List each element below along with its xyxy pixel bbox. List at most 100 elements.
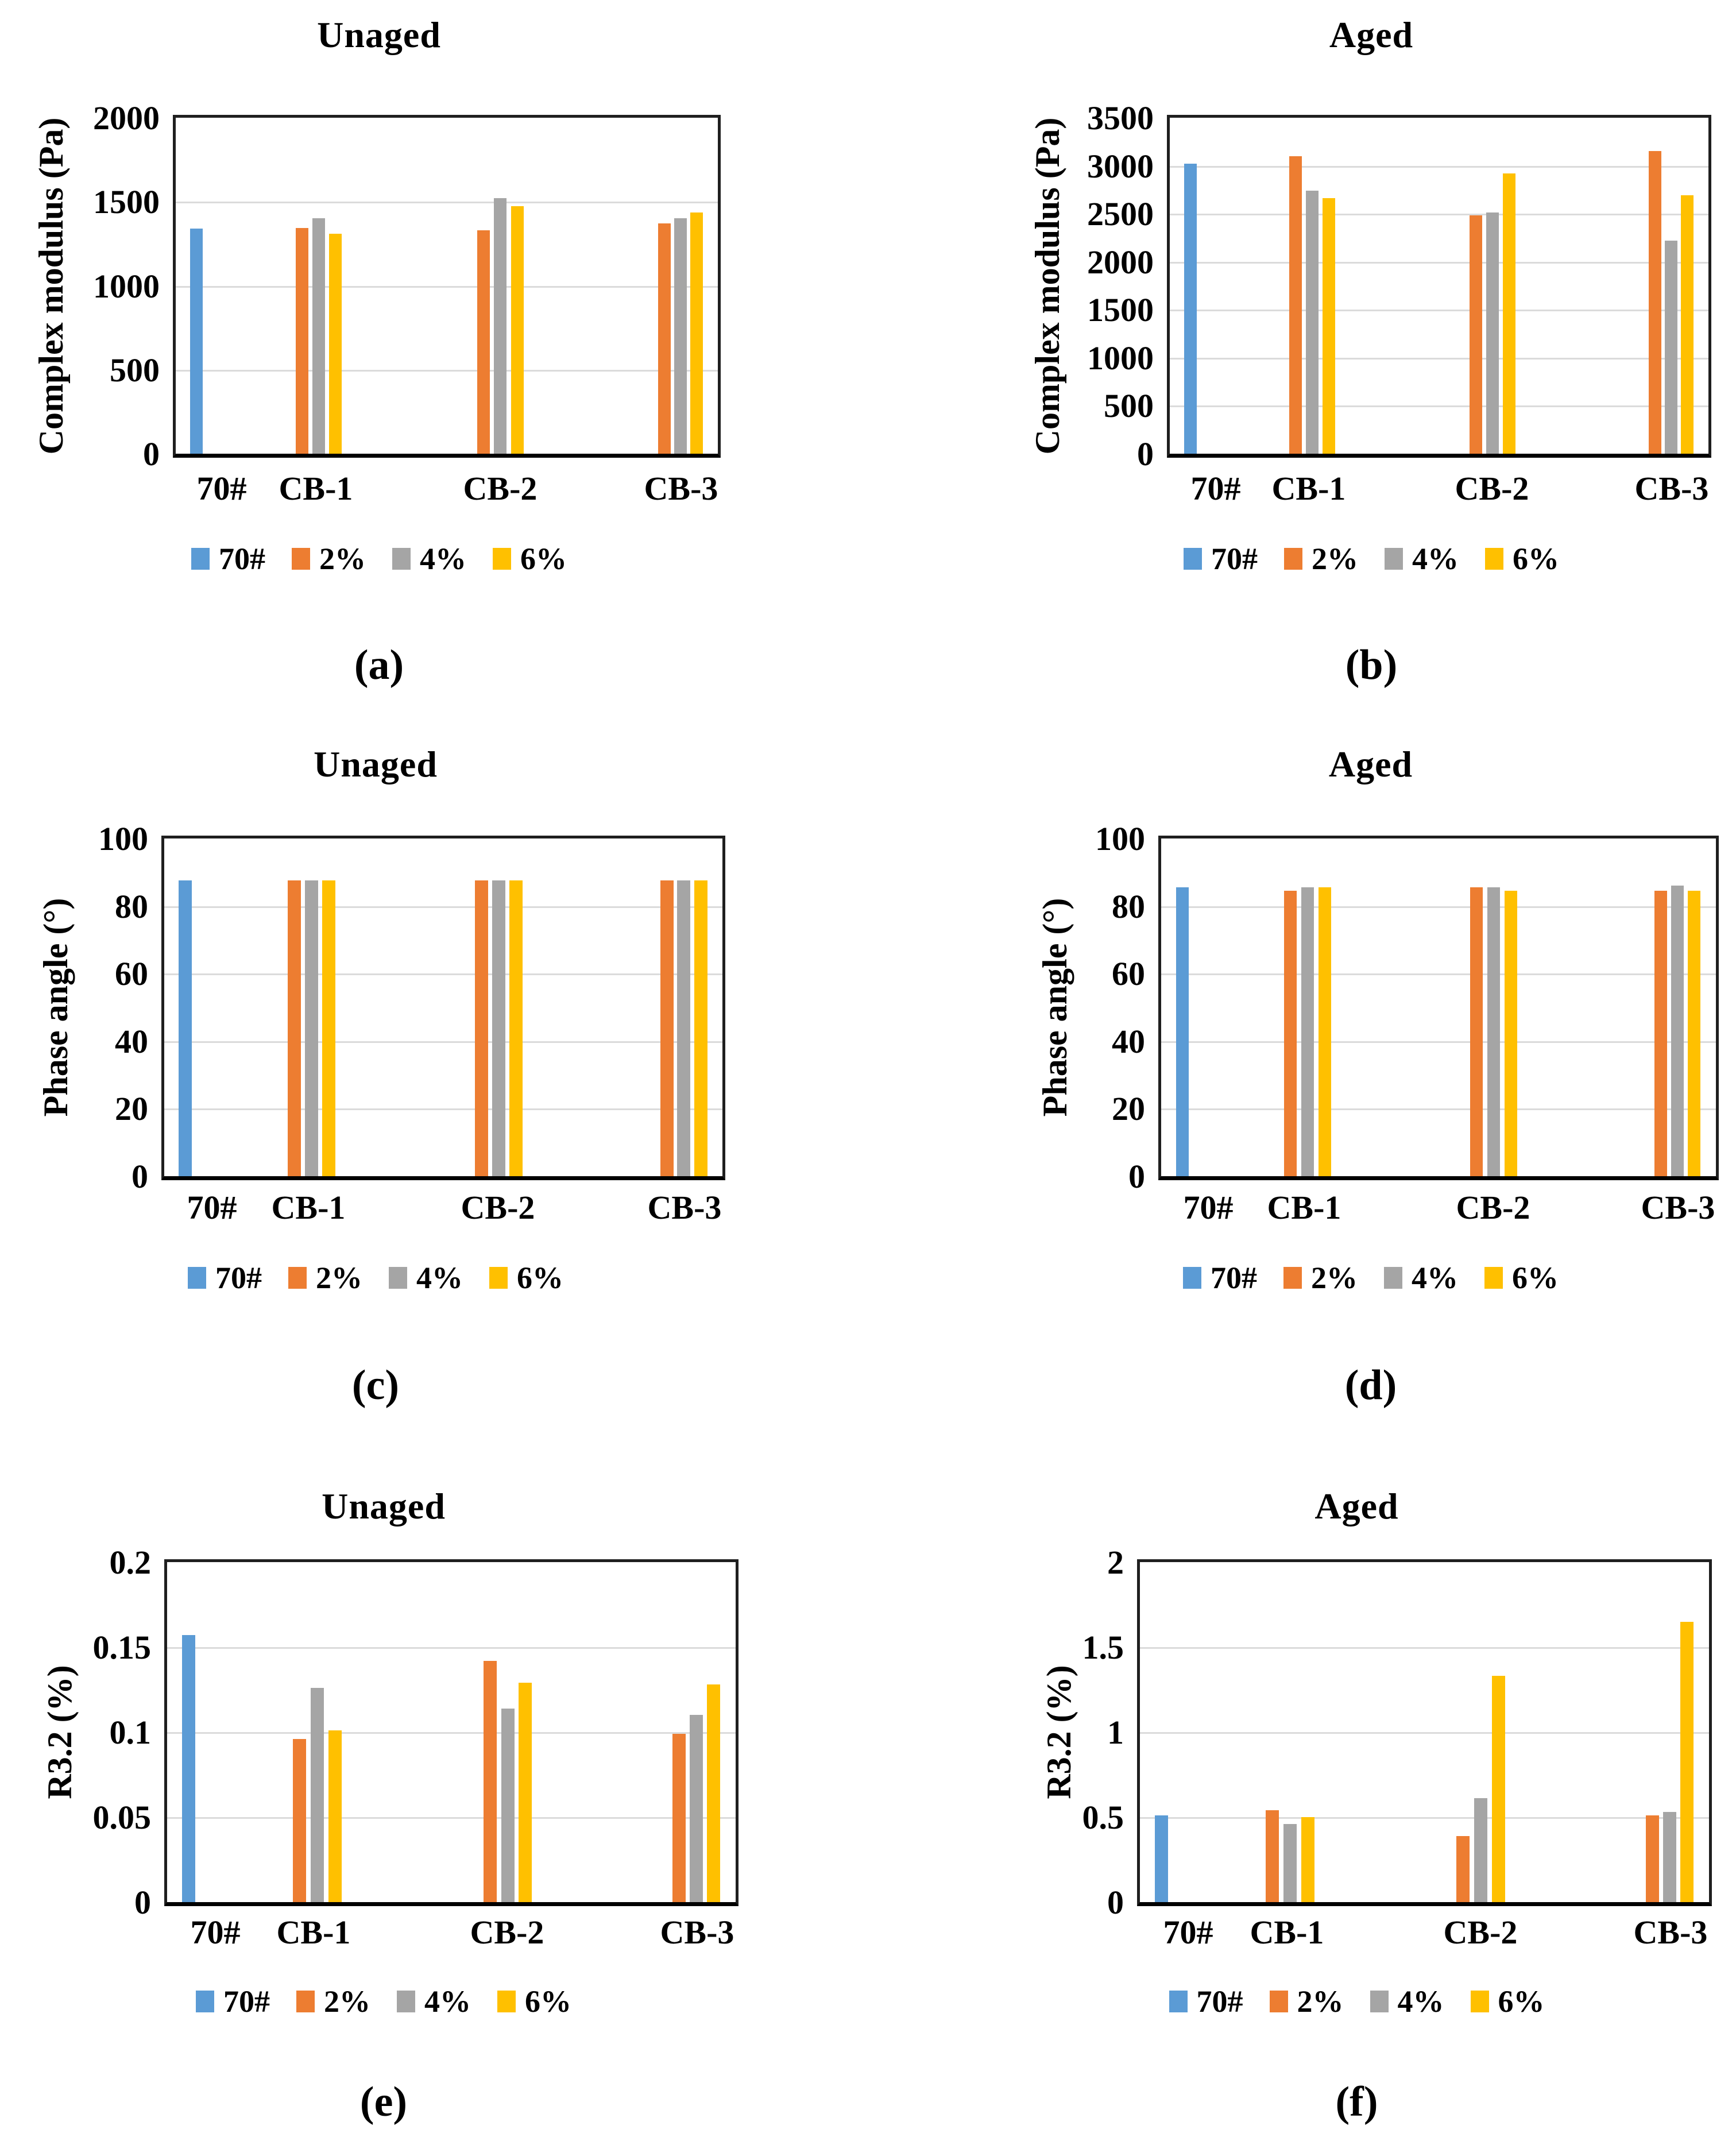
legend-label: 6% — [525, 1984, 571, 2019]
legend-swatch-70# — [1169, 1991, 1188, 2012]
bar-4%-CB-3 — [674, 218, 687, 454]
legend-swatch-2% — [1284, 548, 1302, 570]
gridline — [164, 906, 722, 908]
bar-4%-CB-2 — [1474, 1798, 1487, 1902]
legend-swatch-4% — [389, 1267, 407, 1289]
bar-2%-CB-3 — [658, 223, 671, 454]
legend-item: 4% — [397, 1986, 471, 2017]
gridline — [1170, 214, 1708, 215]
chart-legend: 70# 2% 4% 6% — [1093, 1986, 1621, 2017]
legend-item: 2% — [1284, 543, 1358, 574]
gridline — [167, 1732, 736, 1734]
legend-item: 6% — [489, 1262, 563, 1293]
legend-swatch-70# — [191, 548, 210, 570]
gridline — [1161, 1108, 1716, 1110]
gridline — [164, 973, 722, 975]
bar-4%-CB-3 — [1663, 1812, 1676, 1902]
bar-2%-CB-1 — [1284, 891, 1297, 1176]
legend-item: 6% — [493, 543, 567, 574]
y-tick-label: 3000 — [1087, 148, 1154, 185]
legend-swatch-4% — [1370, 1991, 1389, 2012]
legend-item: 70# — [188, 1262, 262, 1293]
x-axis-category-label: CB-2 — [1455, 470, 1529, 507]
bar-2%-CB-1 — [296, 228, 308, 454]
y-tick-label: 0 — [132, 1158, 148, 1195]
bar-6%-CB-3 — [1680, 1622, 1694, 1902]
legend-label: 6% — [517, 1261, 563, 1295]
bar-2%-CB-3 — [1649, 151, 1661, 454]
bar-4%-CB-3 — [677, 880, 690, 1176]
bar-2%-CB-3 — [1646, 1815, 1659, 1902]
bar-4%-CB-3 — [1665, 241, 1677, 454]
legend-swatch-70# — [196, 1991, 214, 2012]
x-axis-category-label: CB-1 — [271, 1189, 346, 1226]
bar-2%-CB-1 — [1266, 1810, 1279, 1902]
legend-swatch-6% — [1470, 1991, 1489, 2012]
legend-label: 70# — [1211, 542, 1258, 576]
bar-2%-CB-2 — [1470, 887, 1483, 1176]
legend-swatch-6% — [497, 1991, 516, 2012]
legend-swatch-4% — [392, 548, 411, 570]
bar-70#-70# — [179, 880, 192, 1176]
legend-item: 70# — [1169, 1986, 1243, 2017]
chart-legend: 70# 2% 4% 6% — [1107, 1262, 1635, 1293]
y-tick-label: 1 — [1107, 1714, 1124, 1751]
legend-label: 70# — [219, 542, 265, 576]
plot-area — [1137, 1559, 1712, 1906]
y-tick-label: 0.1 — [109, 1714, 152, 1751]
x-axis-category-label: CB-3 — [644, 470, 718, 507]
legend-label: 70# — [1211, 1261, 1257, 1295]
y-tick-label: 0 — [1107, 1884, 1124, 1921]
bar-2%-CB-2 — [475, 880, 488, 1176]
y-tick-label: 100 — [98, 820, 148, 857]
y-tick-label: 60 — [1112, 955, 1145, 992]
y-tick-label: 0.5 — [1082, 1799, 1124, 1836]
y-tick-label: 80 — [115, 888, 148, 925]
gridline — [1170, 405, 1708, 407]
bar-6%-CB-2 — [511, 206, 524, 454]
bar-4%-CB-1 — [305, 880, 318, 1176]
legend-swatch-6% — [489, 1267, 508, 1289]
legend-swatch-6% — [1484, 1267, 1503, 1289]
x-axis-category-label: CB-2 — [470, 1914, 544, 1951]
plot-area — [161, 836, 725, 1180]
legend-item: 4% — [389, 1262, 463, 1293]
chart-title: Unaged — [314, 744, 438, 785]
legend-label: 6% — [1513, 542, 1559, 576]
y-tick-label: 0 — [1128, 1158, 1145, 1195]
y-tick-label: 0 — [143, 435, 160, 473]
y-tick-label: 1500 — [1087, 291, 1154, 329]
x-axis-category-label: 70# — [1163, 1914, 1213, 1951]
legend-item: 2% — [288, 1262, 362, 1293]
legend-label: 2% — [1297, 1984, 1344, 2019]
bar-4%-CB-1 — [311, 1688, 324, 1902]
y-tick-label: 2000 — [1087, 244, 1154, 281]
x-axis-category-label: CB-1 — [276, 1914, 351, 1951]
gridline — [1170, 166, 1708, 168]
bar-2%-CB-1 — [293, 1739, 306, 1902]
legend-swatch-4% — [397, 1991, 415, 2012]
chart-legend: 70# 2% 4% 6% — [119, 1986, 648, 2017]
legend-label: 70# — [1196, 1984, 1243, 2019]
gridline — [1140, 1732, 1709, 1734]
plot-area — [1158, 836, 1719, 1180]
y-tick-label: 0.05 — [92, 1799, 152, 1836]
y-tick-label: 1000 — [1087, 339, 1154, 377]
y-tick-label: 20 — [115, 1090, 148, 1127]
legend-swatch-4% — [1385, 548, 1403, 570]
gridline — [167, 1817, 736, 1819]
bar-2%-CB-3 — [660, 880, 674, 1176]
chart-caption: (d) — [1344, 1362, 1397, 1409]
bar-6%-CB-3 — [1681, 195, 1694, 454]
gridline — [1170, 262, 1708, 264]
x-axis-category-label: CB-3 — [1634, 470, 1709, 507]
x-axis-category-label: 70# — [1190, 470, 1241, 507]
bar-2%-CB-1 — [288, 880, 301, 1176]
bar-4%-CB-2 — [1486, 212, 1499, 454]
gridline — [176, 370, 718, 372]
legend-item: 4% — [1384, 1262, 1458, 1293]
bar-2%-CB-2 — [1470, 215, 1482, 454]
legend-label: 2% — [324, 1984, 370, 2019]
gridline — [1161, 1041, 1716, 1043]
